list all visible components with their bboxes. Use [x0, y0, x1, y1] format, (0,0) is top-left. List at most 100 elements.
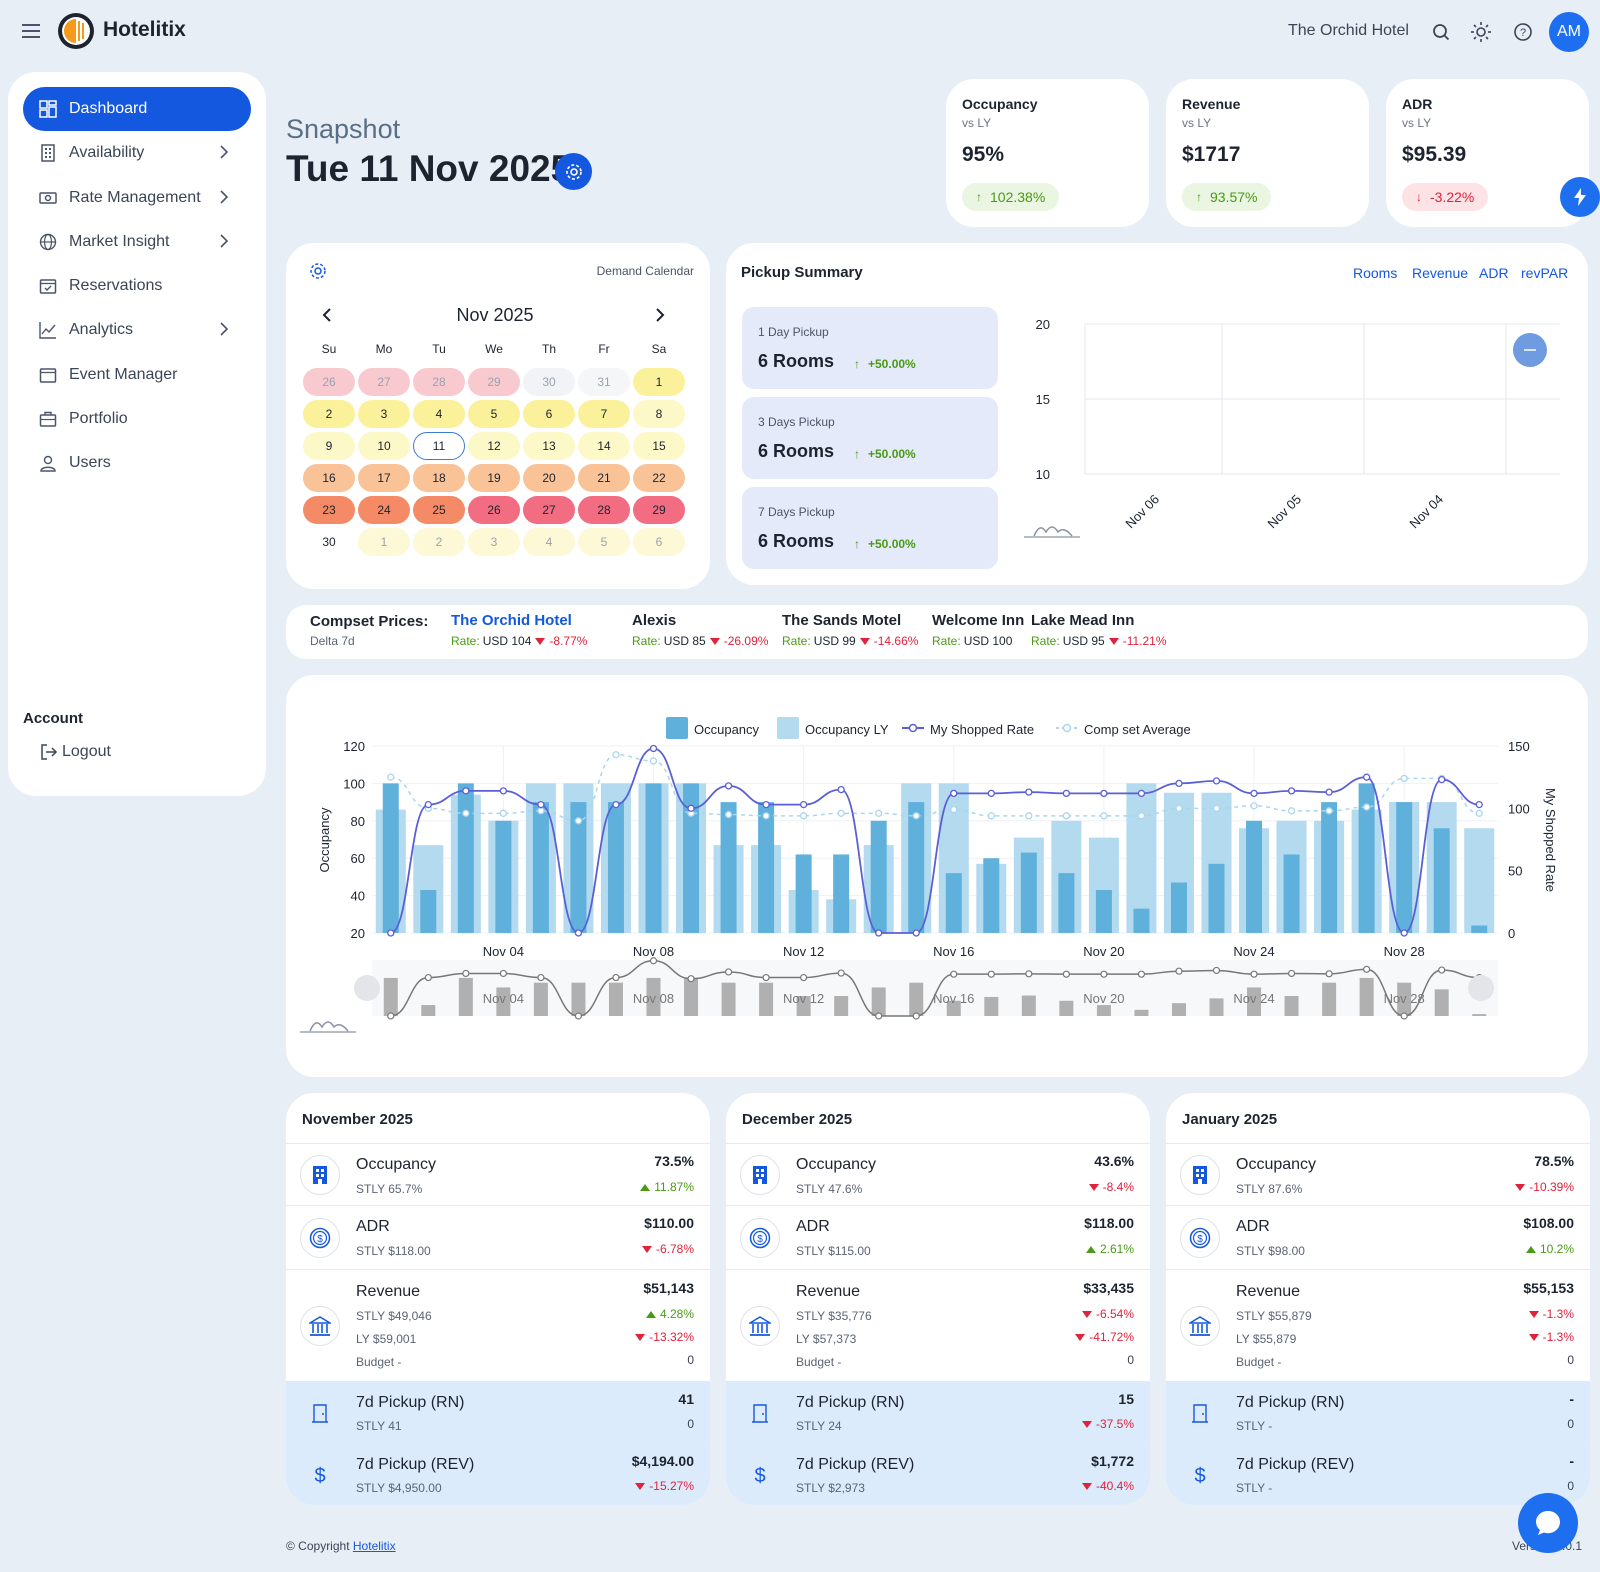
tab-adr[interactable]: ADR	[1479, 265, 1509, 281]
calendar-day[interactable]: 24	[358, 496, 410, 524]
calendar-day[interactable]: 26	[303, 368, 355, 396]
point-shopped-rate	[424, 800, 432, 809]
calendar-day[interactable]: 16	[303, 464, 355, 492]
arrow-up-icon: ↑	[976, 190, 982, 204]
chevron-right-icon	[219, 189, 229, 210]
calendar-day[interactable]: 2	[303, 400, 355, 428]
down-triangle-icon	[535, 638, 546, 645]
calendar-day[interactable]: 9	[303, 432, 355, 460]
calendar-day[interactable]: 12	[468, 432, 520, 460]
metric-change-value: 0	[1567, 1417, 1574, 1431]
menu-icon[interactable]	[20, 21, 42, 41]
calendar-day[interactable]: 21	[578, 464, 630, 492]
calendar-day[interactable]: 27	[523, 496, 575, 524]
sidebar-item-event-manager[interactable]: Event Manager	[23, 353, 251, 397]
tab-revpar[interactable]: revPAR	[1521, 265, 1569, 281]
calendar-day[interactable]: 3	[358, 400, 410, 428]
calendar-day[interactable]: 23	[303, 496, 355, 524]
pickup-label: 3 Days Pickup	[758, 415, 835, 429]
calendar-day[interactable]: 15	[633, 432, 685, 460]
calendar-day[interactable]: 20	[523, 464, 575, 492]
copyright-link[interactable]: Hotelitix	[352, 1539, 396, 1553]
sidebar-item-reservations[interactable]: Reservations	[23, 264, 251, 308]
logout-button[interactable]: Logout	[40, 743, 111, 761]
point-shopped-rate	[462, 787, 470, 795]
kpi-card-occupancy[interactable]: Occupancy vs LY 95% ↑ 102.38%	[946, 79, 1149, 227]
compset-hotel-name[interactable]: Welcome Inn	[932, 612, 1025, 629]
point-shopped-rate	[1325, 788, 1333, 796]
pickup-value: 6 Rooms	[758, 531, 835, 551]
sidebar-item-portfolio[interactable]: Portfolio	[23, 397, 251, 441]
calendar-day[interactable]: 28	[413, 368, 465, 396]
x-tick-label: Nov 05	[1264, 492, 1304, 532]
calendar-day[interactable]: 13	[523, 432, 575, 460]
calendar-day[interactable]: 18	[413, 464, 465, 492]
calendar-day[interactable]: 3	[468, 528, 520, 556]
compset-hotel-name[interactable]: Lake Mead Inn	[1031, 612, 1135, 629]
settings-button[interactable]	[555, 153, 592, 190]
kpi-card-revenue[interactable]: Revenue vs LY $1717 ↑ 93.57%	[1166, 79, 1369, 227]
calendar-day[interactable]: 6	[523, 400, 575, 428]
calendar-day[interactable]: 4	[413, 400, 465, 428]
tab-revenue[interactable]: Revenue	[1412, 265, 1469, 281]
metric-change-value: -1.3%	[1542, 1307, 1574, 1321]
sidebar-item-dashboard[interactable]: Dashboard	[23, 87, 251, 131]
calendar-day[interactable]: 14	[578, 432, 630, 460]
avatar[interactable]: AM	[1549, 12, 1589, 52]
calendar-day[interactable]: 30	[523, 368, 575, 396]
compset-hotel-name[interactable]: The Sands Motel	[782, 612, 902, 629]
calendar-day[interactable]: 25	[413, 496, 465, 524]
calendar-day[interactable]: 31	[578, 368, 630, 396]
legend-label: My Shopped Rate	[930, 722, 1034, 737]
calendar-settings-icon[interactable]	[309, 262, 327, 280]
svg-text:$: $	[1197, 1234, 1203, 1245]
tab-rooms[interactable]: Rooms	[1353, 265, 1398, 281]
point-comp-set	[612, 751, 620, 759]
pickup-label: 7 Days Pickup	[758, 505, 835, 519]
calendar-day[interactable]: 17	[358, 464, 410, 492]
calendar-day[interactable]: 8	[633, 400, 685, 428]
quick-action-button[interactable]	[1560, 177, 1600, 217]
calendar-day[interactable]: 28	[578, 496, 630, 524]
calendar-day[interactable]: 29	[633, 496, 685, 524]
calendar-day[interactable]: 19	[468, 464, 520, 492]
kpi-card-adr[interactable]: ADR vs LY $95.39 ↓ -3.22%	[1386, 79, 1589, 227]
sidebar-item-analytics[interactable]: Analytics	[23, 308, 251, 352]
calendar-day[interactable]: 30	[303, 528, 355, 556]
dollar-icon: $	[300, 1455, 340, 1495]
help-icon[interactable]: ?	[1513, 22, 1533, 42]
calendar-day[interactable]: 29	[468, 368, 520, 396]
metric-change: 0	[1567, 1479, 1574, 1493]
navigator-bar	[571, 982, 586, 1016]
sidebar-item-rate-management[interactable]: Rate Management	[23, 176, 251, 220]
calendar-day[interactable]: 7	[578, 400, 630, 428]
calendar-day[interactable]: 1	[633, 368, 685, 396]
point-shopped-rate	[1062, 789, 1071, 798]
compset-rate: Rate: USD 99 -14.66%	[782, 634, 918, 648]
compset-hotel-name[interactable]: The Orchid Hotel	[451, 612, 572, 629]
calendar-day[interactable]: 22	[633, 464, 685, 492]
point-comp-set	[1025, 812, 1033, 820]
chat-button[interactable]	[1518, 1493, 1578, 1553]
calendar-day[interactable]: 2	[413, 528, 465, 556]
calendar-day[interactable]: 10	[358, 432, 410, 460]
calendar-day[interactable]: 5	[578, 528, 630, 556]
calendar-day[interactable]: 26	[468, 496, 520, 524]
calendar-day[interactable]: 5	[468, 400, 520, 428]
calendar-day[interactable]: 6	[633, 528, 685, 556]
sidebar-item-users[interactable]: Users	[23, 441, 251, 485]
hotel-name[interactable]: The Orchid Hotel	[1288, 22, 1409, 39]
calendar-day[interactable]: 1	[358, 528, 410, 556]
calendar-day[interactable]: 11	[413, 432, 465, 460]
sidebar-item-availability[interactable]: Availability	[23, 131, 251, 175]
calendar-day[interactable]: 27	[358, 368, 410, 396]
chat-icon	[1536, 1511, 1560, 1535]
calendar-day[interactable]: 4	[523, 528, 575, 556]
next-month-icon[interactable]	[651, 306, 669, 324]
sun-icon[interactable]	[1471, 22, 1491, 42]
point-shopped-rate	[724, 782, 733, 790]
sidebar-item-market-insight[interactable]: Market Insight	[23, 220, 251, 264]
compset-hotel-name[interactable]: Alexis	[632, 612, 677, 629]
prev-month-icon[interactable]	[318, 306, 336, 324]
search-icon[interactable]	[1431, 22, 1451, 42]
